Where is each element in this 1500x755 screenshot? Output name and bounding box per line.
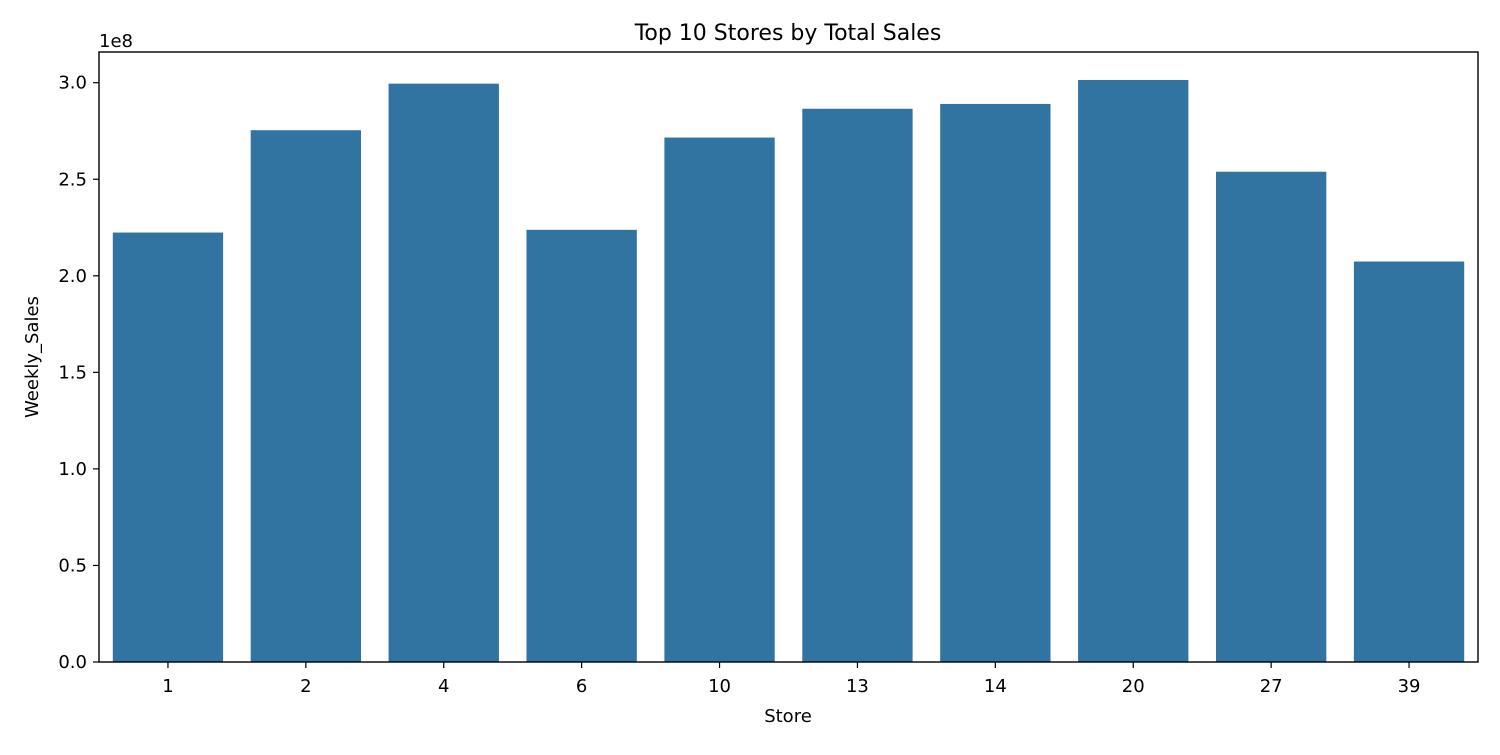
y-tick-label: 1.0 bbox=[58, 459, 87, 480]
chart-title: Top 10 Stores by Total Sales bbox=[634, 21, 942, 46]
y-tick-label: 2.0 bbox=[58, 266, 87, 287]
plot-frame bbox=[98, 51, 1479, 663]
y-tick-label: 1.5 bbox=[58, 362, 87, 383]
x-tick-label: 39 bbox=[1398, 676, 1421, 697]
y-tick-label: 2.5 bbox=[58, 169, 87, 190]
bar-store-14 bbox=[940, 103, 1051, 662]
x-tick-label: 20 bbox=[1122, 676, 1145, 697]
y-tick-label: 3.0 bbox=[58, 73, 87, 94]
bar-store-10 bbox=[664, 137, 775, 663]
x-tick-label: 13 bbox=[846, 676, 869, 697]
x-tick-label: 2 bbox=[300, 676, 311, 697]
bar-store-6 bbox=[526, 229, 637, 662]
y-axis-offset-label: 1e8 bbox=[99, 31, 133, 52]
x-tick-label: 27 bbox=[1260, 676, 1283, 697]
y-tick-label: 0.0 bbox=[58, 652, 87, 673]
x-tick-label: 4 bbox=[438, 676, 449, 697]
bar-store-20 bbox=[1078, 80, 1189, 662]
ticks-group: 1 2 4 6 10 13 14 20 27 39 0.0 0.5 1.0 1.5 2.0 2.5 3.0 bbox=[58, 73, 1420, 697]
bar-store-13 bbox=[802, 108, 913, 662]
x-axis-label: Store bbox=[764, 706, 812, 727]
bars-group bbox=[112, 80, 1465, 663]
y-tick-label: 0.5 bbox=[58, 555, 87, 576]
y-axis-label: Weekly_Sales bbox=[22, 296, 43, 418]
bar-store-27 bbox=[1215, 171, 1327, 662]
bar-store-1 bbox=[112, 232, 224, 663]
x-tick-label: 14 bbox=[984, 676, 1007, 697]
bar-store-2 bbox=[250, 130, 362, 662]
x-tick-label: 6 bbox=[576, 676, 587, 697]
x-tick-label: 10 bbox=[708, 676, 731, 697]
bar-store-39 bbox=[1353, 261, 1465, 662]
bar-store-4 bbox=[388, 83, 499, 663]
x-tick-label: 1 bbox=[162, 676, 173, 697]
